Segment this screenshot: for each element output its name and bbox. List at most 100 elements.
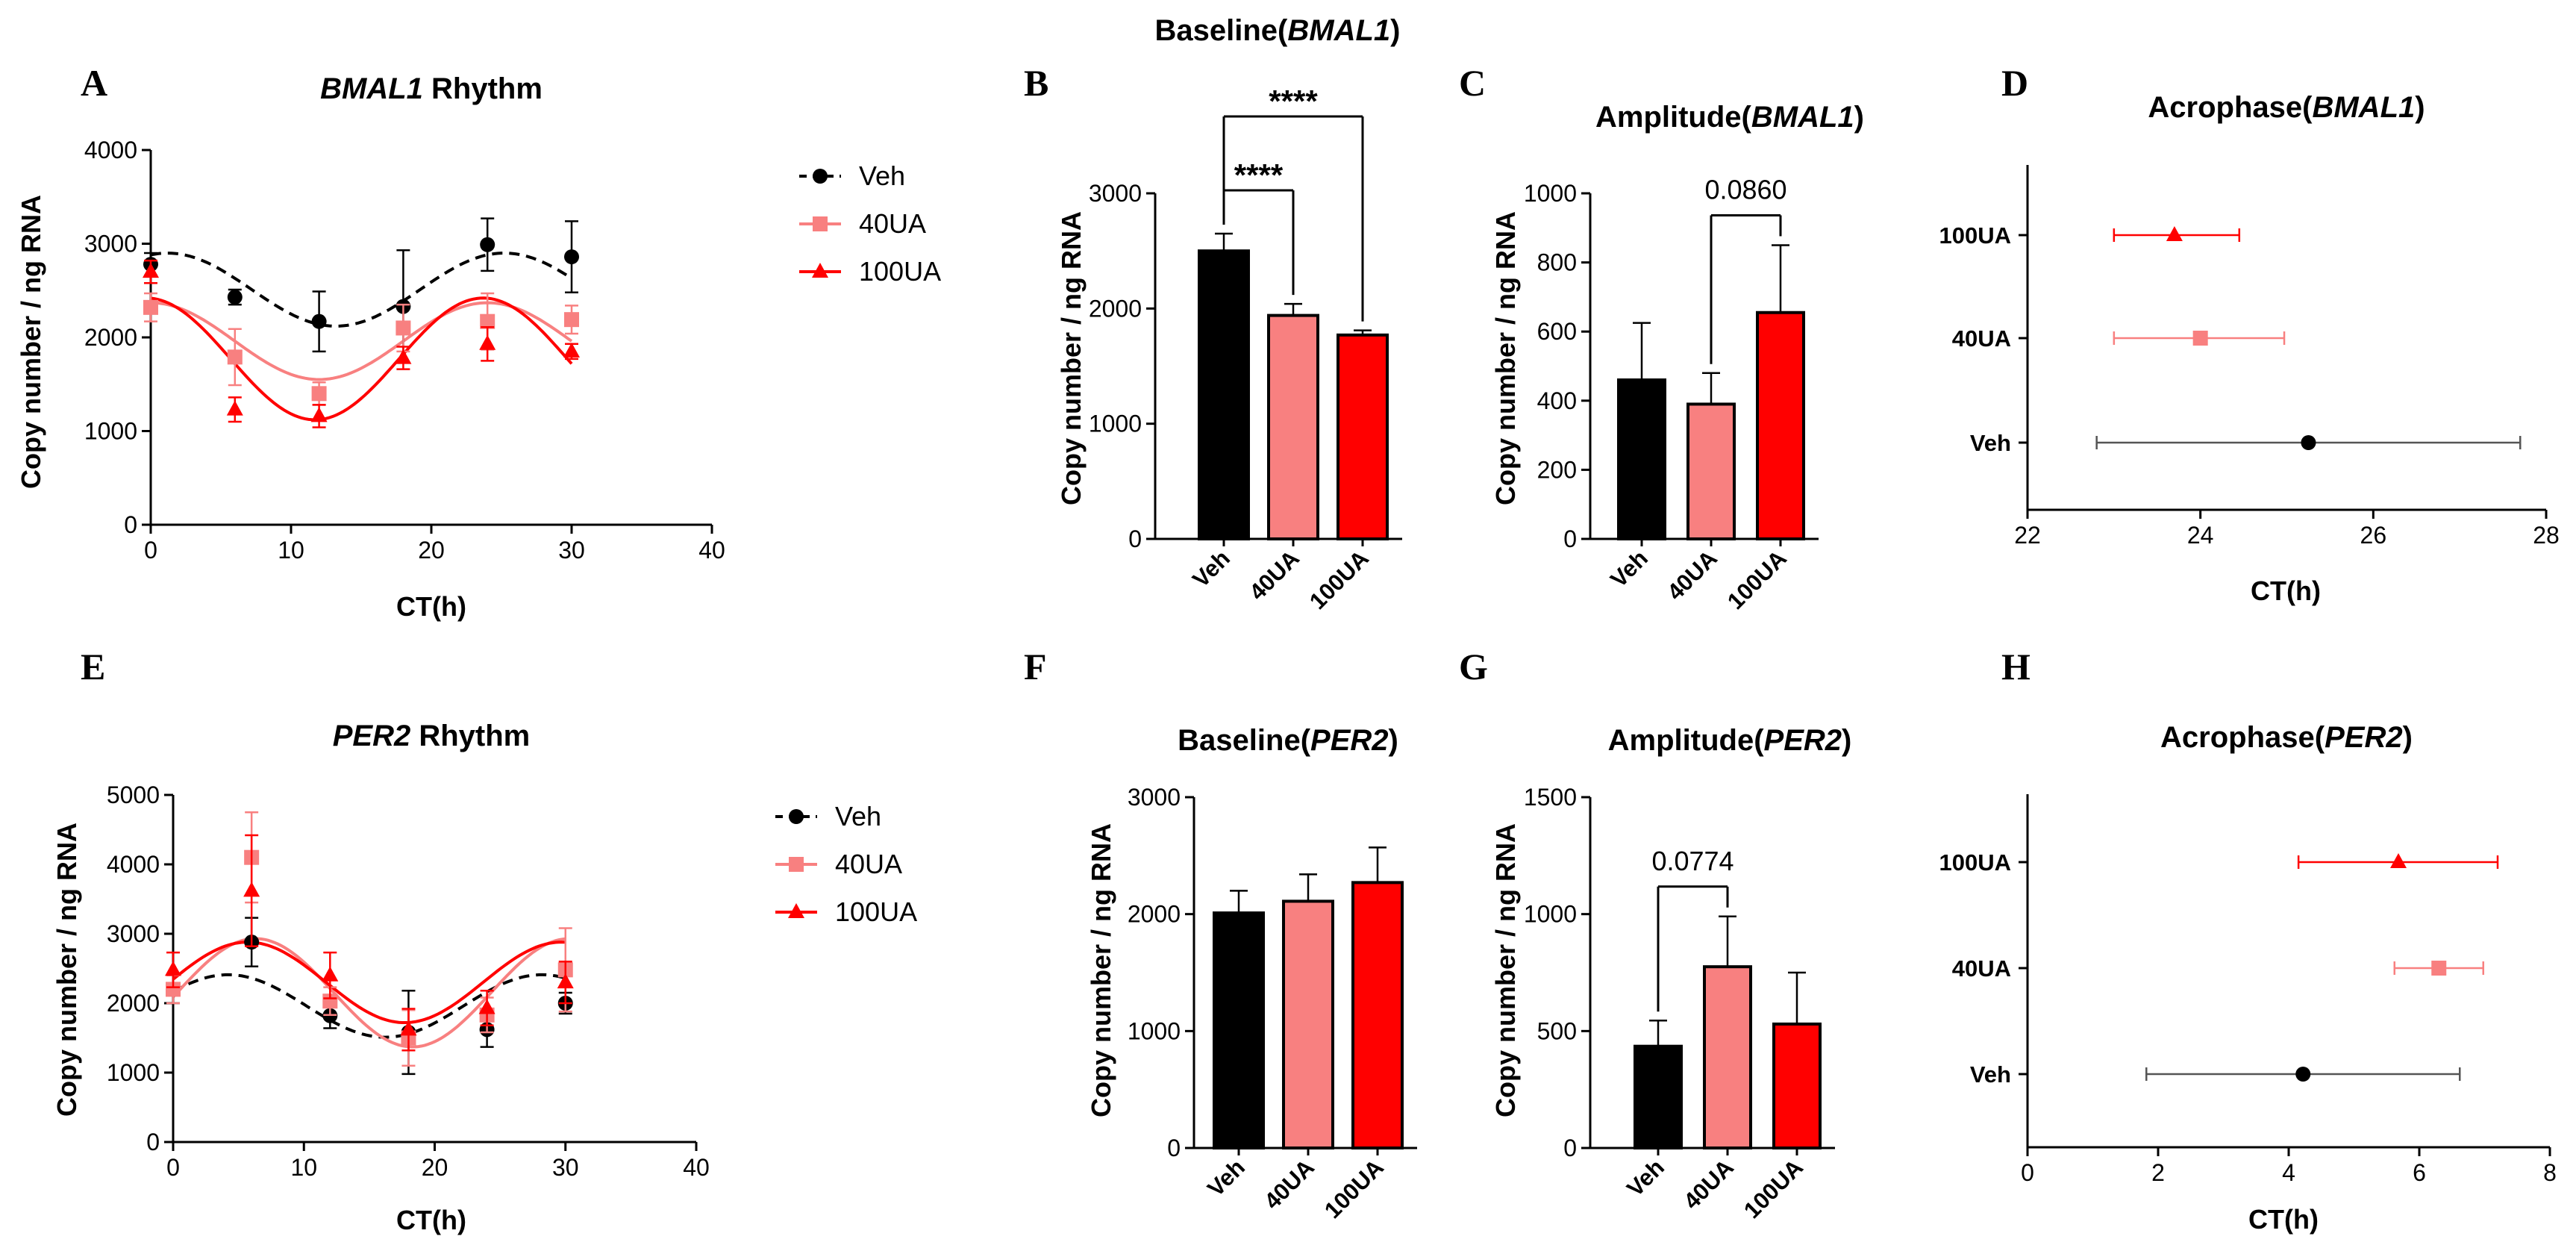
legend-marker-e-100UA (788, 903, 804, 918)
chart-title-a: BMAL1 Rhythm (320, 72, 543, 105)
y-tick-label-c: 600 (1537, 318, 1577, 345)
x-tick-label-b: 40UA (1244, 545, 1304, 605)
y-tick-label-e: 0 (146, 1129, 160, 1155)
y-tick-label-d: Veh (1970, 430, 2011, 456)
chart-title-e: PER2 Rhythm (333, 720, 531, 752)
bar-g-40UA (1703, 965, 1752, 1149)
y-tick-label-b: 3000 (1089, 180, 1142, 207)
x-tick-label-d: 22 (2014, 522, 2041, 549)
panel-label-h: H (2001, 646, 2031, 687)
y-tick-label-c: 400 (1537, 387, 1577, 414)
x-tick-label-a: 20 (418, 537, 445, 564)
y-tick-label-f: 2000 (1128, 901, 1181, 928)
legend-label-a-40UA: 40UA (859, 208, 926, 239)
data-point-a-Veh (480, 237, 495, 252)
data-point-a-100UA (563, 342, 580, 358)
data-point-a-Veh (564, 249, 579, 265)
data-point-a-100UA (310, 407, 328, 422)
y-tick-label-g: 500 (1537, 1017, 1577, 1044)
chart-title-c: Amplitude(BMAL1) (1595, 101, 1864, 134)
y-tick-label-g: 1500 (1524, 784, 1577, 811)
x-tick-label-e: 30 (552, 1154, 579, 1181)
y-tick-label-g: 1000 (1524, 901, 1577, 928)
chart-title-h: Acrophase(PER2) (2160, 721, 2413, 754)
y-tick-label-a: 2000 (84, 324, 137, 351)
bar-f-Veh (1213, 911, 1265, 1149)
x-tick-label-d: 28 (2533, 522, 2560, 549)
y-tick-label-d: 40UA (1952, 325, 2011, 352)
data-point-a-Veh (227, 290, 243, 305)
panel-label-e: E (81, 646, 105, 687)
panel-label-f: F (1024, 646, 1047, 687)
data-point-h-100UA (2390, 853, 2407, 868)
x-axis-label-h: CT(h) (2248, 1204, 2319, 1235)
figure-top-title: Baseline(BMAL1) (1155, 14, 1401, 47)
fit-curve-a-100UA (150, 296, 573, 422)
data-point-a-40UA (480, 313, 495, 329)
y-tick-label-b: 1000 (1089, 411, 1142, 437)
bar-b-40UA (1267, 313, 1319, 540)
fit-curve-e-40UA (172, 937, 566, 1049)
y-tick-label-e: 2000 (107, 990, 160, 1017)
data-point-h-40UA (2431, 961, 2447, 976)
x-tick-label-g: 40UA (1678, 1154, 1739, 1214)
data-point-d-40UA (2192, 331, 2208, 346)
data-point-d-Veh (2301, 435, 2316, 450)
y-tick-label-b: 2000 (1089, 295, 1142, 322)
x-tick-label-c: 40UA (1662, 545, 1722, 605)
data-point-a-100UA (479, 334, 496, 350)
x-tick-label-h: 0 (2021, 1159, 2034, 1186)
significance-label-g: 0.0774 (1651, 846, 1734, 876)
fit-curve-a-40UA (150, 301, 573, 381)
legend-label-e-40UA: 40UA (835, 849, 902, 879)
bar-f-40UA (1282, 899, 1334, 1150)
x-tick-label-a: 30 (558, 537, 585, 564)
y-axis-label-g: Copy number / ng RNA (1490, 823, 1521, 1117)
y-tick-label-h: Veh (1970, 1061, 2011, 1088)
bar-b-Veh (1198, 249, 1250, 540)
y-tick-label-c: 200 (1537, 456, 1577, 483)
data-point-a-100UA (395, 349, 412, 364)
data-point-d-100UA (2166, 226, 2183, 241)
data-point-a-Veh (311, 313, 327, 329)
data-point-a-100UA (226, 400, 243, 416)
panel-label-a: A (81, 62, 107, 104)
y-tick-label-e: 5000 (107, 782, 160, 808)
data-point-e-40UA (166, 982, 181, 997)
chart-title-d: Acrophase(BMAL1) (2148, 91, 2425, 124)
x-tick-label-c: 100UA (1722, 545, 1792, 614)
y-axis-label-f: Copy number / ng RNA (1086, 823, 1116, 1117)
legend-marker-e-Veh (789, 809, 804, 824)
x-tick-label-h: 2 (2151, 1159, 2165, 1186)
legend-label-e-100UA: 100UA (835, 896, 917, 927)
legend-label-e-Veh: Veh (835, 801, 881, 832)
x-tick-label-h: 8 (2543, 1159, 2557, 1186)
y-tick-label-a: 1000 (84, 418, 137, 445)
data-point-e-100UA (165, 961, 181, 976)
y-tick-label-f: 1000 (1128, 1017, 1181, 1044)
significance-label-c: 0.0860 (1704, 174, 1786, 205)
significance-label-b: **** (1234, 157, 1284, 193)
legend-marker-a-100UA (812, 263, 828, 278)
fit-curve-e-Veh (172, 973, 566, 1039)
x-tick-label-e: 40 (683, 1154, 710, 1181)
chart-title-f: Baseline(PER2) (1178, 724, 1398, 757)
y-axis-label-b: Copy number / ng RNA (1056, 211, 1087, 505)
y-tick-label-h: 40UA (1952, 955, 2011, 982)
x-tick-label-a: 0 (144, 537, 157, 564)
bar-c-100UA (1756, 311, 1805, 540)
bar-c-40UA (1686, 402, 1736, 540)
y-axis-label-c: Copy number / ng RNA (1490, 211, 1521, 505)
y-tick-label-f: 0 (1167, 1135, 1181, 1161)
y-tick-label-c: 0 (1563, 525, 1577, 552)
y-tick-label-d: 100UA (1939, 222, 2012, 249)
y-tick-label-e: 1000 (107, 1059, 160, 1086)
panel-label-g: G (1459, 646, 1488, 687)
x-tick-label-f: 100UA (1319, 1154, 1389, 1223)
data-point-e-40UA (322, 993, 338, 1009)
x-tick-label-d: 24 (2187, 522, 2214, 549)
x-tick-label-e: 10 (290, 1154, 317, 1181)
data-point-a-100UA (143, 263, 159, 278)
significance-label-b: **** (1269, 84, 1318, 119)
